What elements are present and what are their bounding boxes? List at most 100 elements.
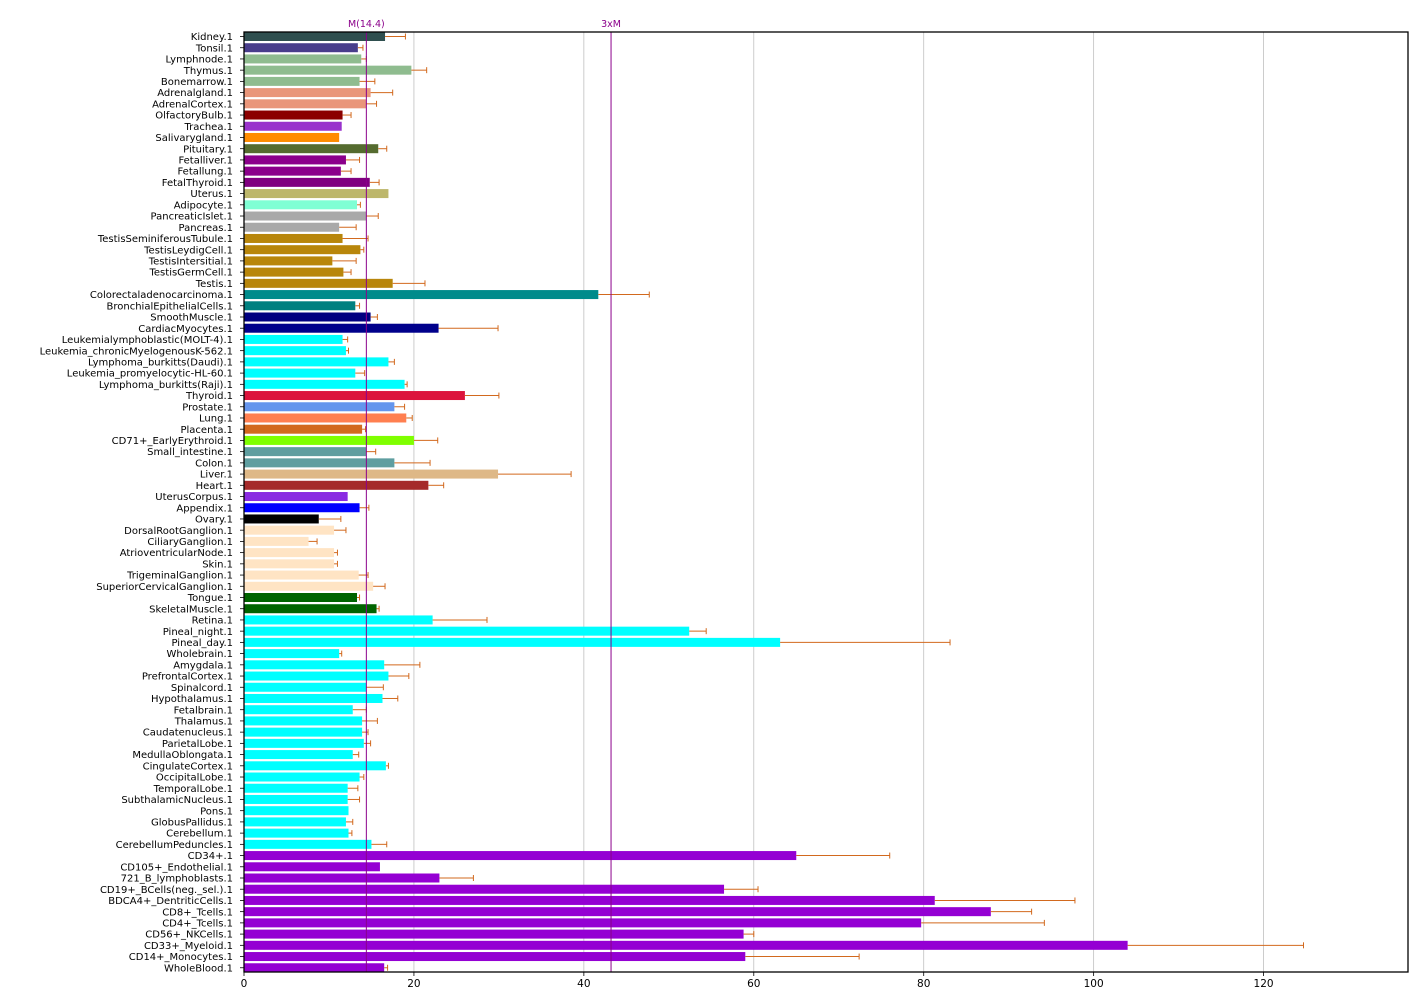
bar — [244, 705, 353, 715]
y-tick-label: Adrenalgland.1 — [157, 88, 233, 99]
y-tick-label: Lymphoma_burkitts(Raji).1 — [99, 380, 233, 391]
bar — [244, 761, 386, 771]
bar — [244, 413, 407, 423]
x-tick-labels: 0 20 40 60 80 100 120 — [241, 972, 1274, 990]
bar — [244, 222, 340, 232]
y-tick-label: SkeletalMuscle.1 — [149, 604, 233, 615]
y-tick-label: Leukemia_chronicMyelogenousK-562.1 — [40, 346, 233, 357]
y-tick-label: CerebellumPeduncles.1 — [116, 840, 233, 851]
y-tick-label: CD105+_Endothelial.1 — [120, 862, 233, 873]
bar — [244, 155, 346, 165]
bar — [244, 32, 386, 41]
y-tick-label: Lymphnode.1 — [166, 55, 234, 66]
bar — [244, 862, 380, 872]
bar — [244, 76, 360, 86]
bar — [244, 907, 991, 917]
y-tick-label: CD19+_BCells(neg._sel.).1 — [100, 885, 233, 896]
bar — [244, 615, 433, 625]
bar — [244, 402, 395, 412]
bar — [244, 660, 385, 670]
bar — [244, 245, 361, 255]
y-tick-label: Colorectaladenocarcinoma.1 — [90, 290, 233, 301]
y-tick-label: Pineal_night.1 — [163, 627, 233, 638]
y-tick-label: Hypothalamus.1 — [151, 694, 233, 705]
y-tick-label: CD14+_Monocytes.1 — [129, 952, 233, 963]
reference-lines: M(14.4) 3xM — [348, 19, 621, 972]
y-tick-label: CD4+_Tcells.1 — [162, 918, 233, 929]
y-tick-label: SuperiorCervicalGanglion.1 — [96, 582, 233, 593]
bar — [244, 604, 377, 614]
bar — [244, 851, 797, 861]
bar — [244, 88, 371, 98]
bar — [244, 301, 356, 311]
plot-frame — [243, 31, 1409, 973]
x-tick-label: 60 — [747, 978, 760, 990]
y-tick-label: GlobusPallidus.1 — [151, 818, 233, 829]
y-tick-label: Liver.1 — [200, 470, 233, 481]
bar — [244, 132, 340, 142]
y-tick-label: UterusCorpus.1 — [155, 492, 233, 503]
bar — [244, 503, 360, 513]
bar — [244, 480, 429, 490]
grid-lines — [413, 32, 1264, 972]
bar — [244, 43, 358, 53]
bar — [244, 918, 922, 928]
bars — [244, 32, 1128, 973]
y-tick-label: Thyroid.1 — [185, 391, 233, 402]
y-tick-label: BDCA4+_DentriticCells.1 — [108, 896, 233, 907]
bar — [244, 671, 389, 681]
y-tick-label: FetalThyroid.1 — [162, 178, 233, 189]
y-tick-label: CardiacMyocytes.1 — [138, 324, 233, 335]
y-tick-label: Adipocyte.1 — [174, 200, 233, 211]
bar — [244, 559, 335, 569]
bar — [244, 469, 499, 479]
bar — [244, 189, 389, 199]
x-tick-label: 80 — [917, 978, 930, 990]
y-tick-label: ParietalLobe.1 — [162, 739, 233, 750]
y-tick-label: CiliaryGanglion.1 — [147, 537, 233, 548]
bar — [244, 839, 372, 849]
bar — [244, 424, 363, 434]
y-tick-label: DorsalRootGanglion.1 — [124, 526, 233, 537]
bar — [244, 727, 363, 737]
bar — [244, 312, 371, 322]
y-tick-label: Ovary.1 — [195, 515, 233, 526]
bar — [244, 952, 746, 962]
bar — [244, 110, 343, 120]
y-tick-label: Pituitary.1 — [183, 144, 233, 155]
bar — [244, 548, 335, 558]
y-tick-label: Colon.1 — [195, 458, 233, 469]
bar — [244, 750, 353, 760]
bar — [244, 794, 348, 804]
y-tick-label: Fetallung.1 — [177, 167, 233, 178]
y-tick-label: Lymphoma_burkitts(Daudi).1 — [88, 357, 233, 368]
y-tick-label: Kidney.1 — [191, 32, 233, 43]
bar — [244, 256, 333, 266]
bar — [244, 593, 358, 602]
bar — [244, 166, 341, 176]
y-tick-label: CingulateCortex.1 — [143, 761, 233, 772]
x-tick-label: 0 — [241, 978, 248, 990]
bar — [244, 368, 356, 378]
bar — [244, 65, 412, 75]
y-tick-label: Retina.1 — [192, 616, 233, 627]
bar — [244, 570, 359, 580]
y-tick-label: Fetalbrain.1 — [174, 705, 233, 716]
bar — [244, 682, 367, 692]
y-tick-label: Salivarygland.1 — [155, 133, 233, 144]
bar — [244, 806, 349, 816]
bar — [244, 458, 395, 468]
y-tick-label: MedullaOblongata.1 — [132, 750, 233, 761]
bar — [244, 783, 348, 793]
bar — [244, 447, 367, 457]
y-tick-label: AdrenalCortex.1 — [152, 99, 233, 110]
y-tick-label: Appendix.1 — [176, 503, 233, 514]
y-tick-label: 721_B_lymphoblasts.1 — [121, 874, 233, 885]
y-tick-label: Skin.1 — [202, 559, 233, 570]
bar — [244, 379, 405, 389]
y-tick-label: BronchialEpithelialCells.1 — [107, 301, 234, 312]
y-tick-label: Uterus.1 — [190, 189, 233, 200]
bar — [244, 738, 364, 748]
bar — [244, 357, 389, 367]
